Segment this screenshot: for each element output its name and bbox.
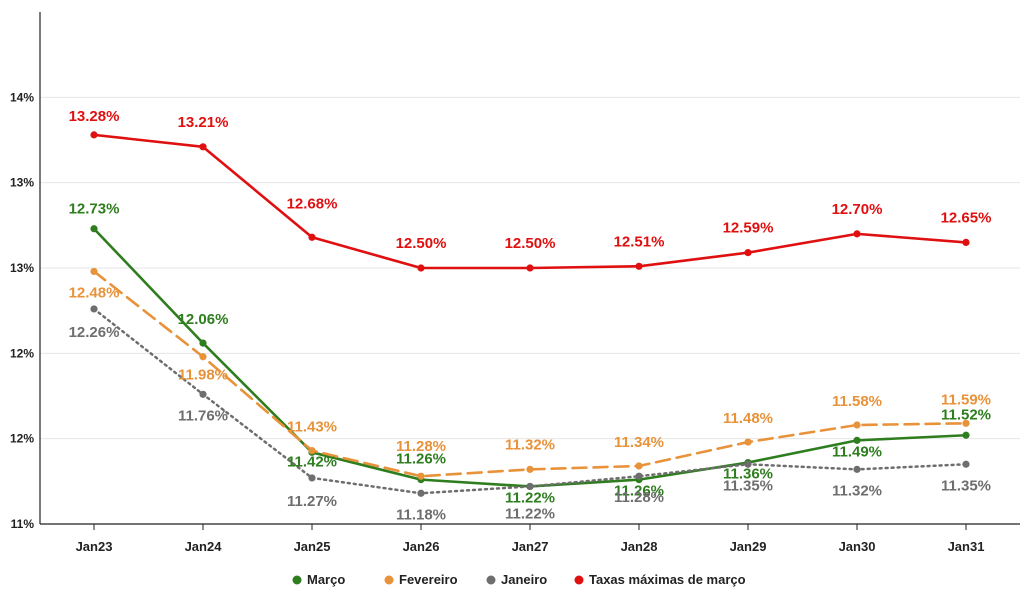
data-point bbox=[199, 143, 207, 151]
data-label: 12.73% bbox=[69, 201, 120, 218]
data-label: 12.48% bbox=[69, 284, 120, 301]
data-label: 11.26% bbox=[396, 451, 446, 468]
data-label: 11.22% bbox=[505, 505, 555, 522]
data-label: 11.35% bbox=[941, 477, 991, 494]
y-tick-label: 12% bbox=[10, 432, 34, 446]
data-label: 12.26% bbox=[69, 324, 120, 341]
data-label: 12.65% bbox=[941, 209, 992, 226]
data-point bbox=[526, 264, 534, 272]
x-tick-label: Jan28 bbox=[621, 539, 658, 554]
data-point bbox=[90, 131, 98, 139]
data-label: 12.06% bbox=[178, 311, 229, 328]
data-label: 11.22% bbox=[505, 489, 555, 506]
data-label: 11.43% bbox=[287, 419, 337, 436]
data-point bbox=[962, 419, 970, 427]
data-point bbox=[744, 249, 752, 257]
legend-marker bbox=[486, 575, 496, 585]
data-label: 11.42% bbox=[287, 453, 337, 470]
legend: Março Fevereiro Janeiro Taxas máximas de ma… bbox=[292, 572, 746, 587]
data-point bbox=[90, 225, 98, 233]
x-tick-label: Jan31 bbox=[948, 539, 985, 554]
x-tick-label: Jan27 bbox=[512, 539, 549, 554]
data-point bbox=[744, 438, 752, 446]
data-label: 11.28% bbox=[614, 489, 664, 506]
data-point bbox=[635, 262, 643, 270]
legend-label: Janeiro bbox=[501, 572, 547, 587]
data-point bbox=[635, 462, 643, 470]
x-tick-label: Jan30 bbox=[839, 539, 876, 554]
data-point bbox=[526, 465, 534, 473]
y-tick-label: 11% bbox=[11, 517, 35, 531]
data-point bbox=[853, 421, 861, 429]
data-label: 11.52% bbox=[941, 406, 991, 423]
y-tick-label: 13% bbox=[10, 261, 34, 275]
data-label: 11.32% bbox=[832, 482, 882, 499]
data-label: 11.26% bbox=[614, 483, 664, 500]
data-label: 11.98% bbox=[178, 367, 228, 384]
data-label: 12.50% bbox=[396, 235, 447, 252]
data-point bbox=[417, 489, 425, 497]
x-tick-label: Jan29 bbox=[730, 539, 767, 554]
data-point bbox=[199, 353, 207, 361]
data-point bbox=[417, 264, 425, 272]
data-point bbox=[853, 465, 861, 473]
data-label: 11.49% bbox=[832, 443, 882, 460]
data-labels: 12.73% 12.06% 11.42% 11.26% 11.22% 11.26% 11.3… bbox=[69, 108, 992, 523]
data-point bbox=[744, 460, 752, 468]
legend-label: Março bbox=[307, 572, 345, 587]
legend-marker bbox=[292, 575, 302, 585]
data-label: 11.36% bbox=[723, 466, 773, 483]
data-point bbox=[853, 436, 861, 444]
x-tick-label: Jan24 bbox=[185, 539, 223, 554]
data-point bbox=[526, 482, 534, 491]
data-label: 12.50% bbox=[505, 235, 556, 252]
data-label: 12.70% bbox=[832, 201, 883, 218]
data-label: 12.68% bbox=[287, 195, 338, 212]
data-label: 13.28% bbox=[69, 108, 120, 125]
data-point bbox=[417, 472, 425, 480]
data-label: 11.18% bbox=[396, 506, 446, 523]
data-point bbox=[308, 474, 316, 482]
data-point bbox=[853, 230, 861, 238]
data-point bbox=[635, 472, 643, 480]
x-tick-label: Jan25 bbox=[294, 539, 331, 554]
data-point bbox=[962, 431, 970, 439]
x-tick-label: Jan23 bbox=[76, 539, 113, 554]
axes: 11% 12% 12% 13% 13% 14% Jan23 Jan24 Jan25 Jan26 Ja… bbox=[10, 12, 1020, 554]
legend-label: Fevereiro bbox=[399, 572, 458, 587]
y-tick-label: 14% bbox=[10, 90, 34, 104]
data-label: 11.35% bbox=[723, 477, 773, 494]
data-label: 11.58% bbox=[832, 393, 882, 410]
data-label: 11.34% bbox=[614, 434, 664, 451]
y-tick-label: 13% bbox=[10, 176, 34, 190]
data-label: 11.27% bbox=[287, 493, 337, 510]
data-point bbox=[90, 267, 98, 276]
data-label: 11.32% bbox=[505, 436, 555, 453]
data-label: 11.48% bbox=[723, 410, 773, 427]
data-point bbox=[962, 460, 970, 468]
data-point bbox=[90, 305, 98, 313]
legend-marker bbox=[574, 575, 584, 585]
data-label: 11.59% bbox=[941, 391, 991, 408]
legend-label: Taxas máximas de março bbox=[589, 572, 746, 587]
data-label: 12.59% bbox=[723, 220, 774, 237]
data-label: 12.51% bbox=[614, 233, 665, 250]
data-point bbox=[308, 233, 316, 241]
legend-marker bbox=[384, 575, 394, 585]
data-label: 11.28% bbox=[396, 438, 446, 455]
data-points bbox=[90, 131, 970, 497]
data-point bbox=[199, 339, 207, 347]
data-label: 13.21% bbox=[178, 114, 229, 131]
data-point bbox=[962, 238, 970, 246]
data-label: 11.76% bbox=[178, 407, 228, 424]
y-tick-label: 12% bbox=[10, 346, 34, 360]
data-point bbox=[308, 447, 316, 455]
data-point bbox=[199, 390, 207, 398]
x-tick-label: Jan26 bbox=[403, 539, 440, 554]
